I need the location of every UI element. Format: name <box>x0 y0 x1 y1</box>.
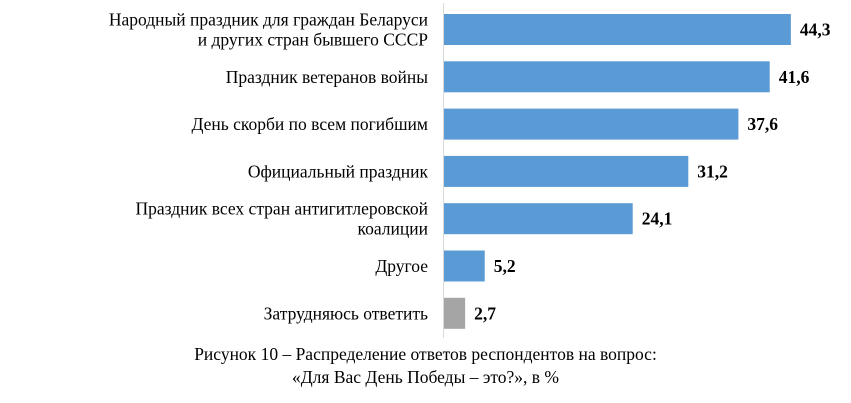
category-label-7: Затрудняюсь ответить <box>264 303 428 323</box>
category-label-5: Праздник всех стран антигитлеровской коал… <box>135 199 428 239</box>
bar-6 <box>444 250 485 282</box>
data-label-2: 41,6 <box>779 67 810 87</box>
category-label-6: Другое <box>375 256 428 276</box>
figure-caption-line-1: Рисунок 10 – Распределение ответов респо… <box>194 344 657 364</box>
category-label-3: День скорби по всем погибшим <box>192 114 429 134</box>
bar-2 <box>444 61 770 93</box>
data-label-4: 31,2 <box>697 161 728 181</box>
data-label-5: 24,1 <box>642 209 673 229</box>
figure-caption-line-2: «Для Вас День Победы – это?», в % <box>292 367 559 387</box>
bar-chart: 44,3 Народный праздник для граждан Белару… <box>109 3 831 338</box>
bar-7 <box>444 297 466 329</box>
data-label-6: 5,2 <box>494 256 516 276</box>
category-label-4: Официальный праздник <box>248 161 429 181</box>
category-label-1: Народный праздник для граждан Беларуси и … <box>109 10 428 50</box>
bars-group: 44,3 Народный праздник для граждан Белару… <box>109 10 831 329</box>
bar-4 <box>444 155 689 187</box>
data-label-7: 2,7 <box>474 303 496 323</box>
bar-5 <box>444 203 633 235</box>
data-label-3: 37,6 <box>747 114 778 134</box>
data-label-1: 44,3 <box>800 20 831 40</box>
bar-3 <box>444 108 739 140</box>
category-label-2: Праздник ветеранов войны <box>226 67 429 87</box>
bar-1 <box>444 14 791 45</box>
